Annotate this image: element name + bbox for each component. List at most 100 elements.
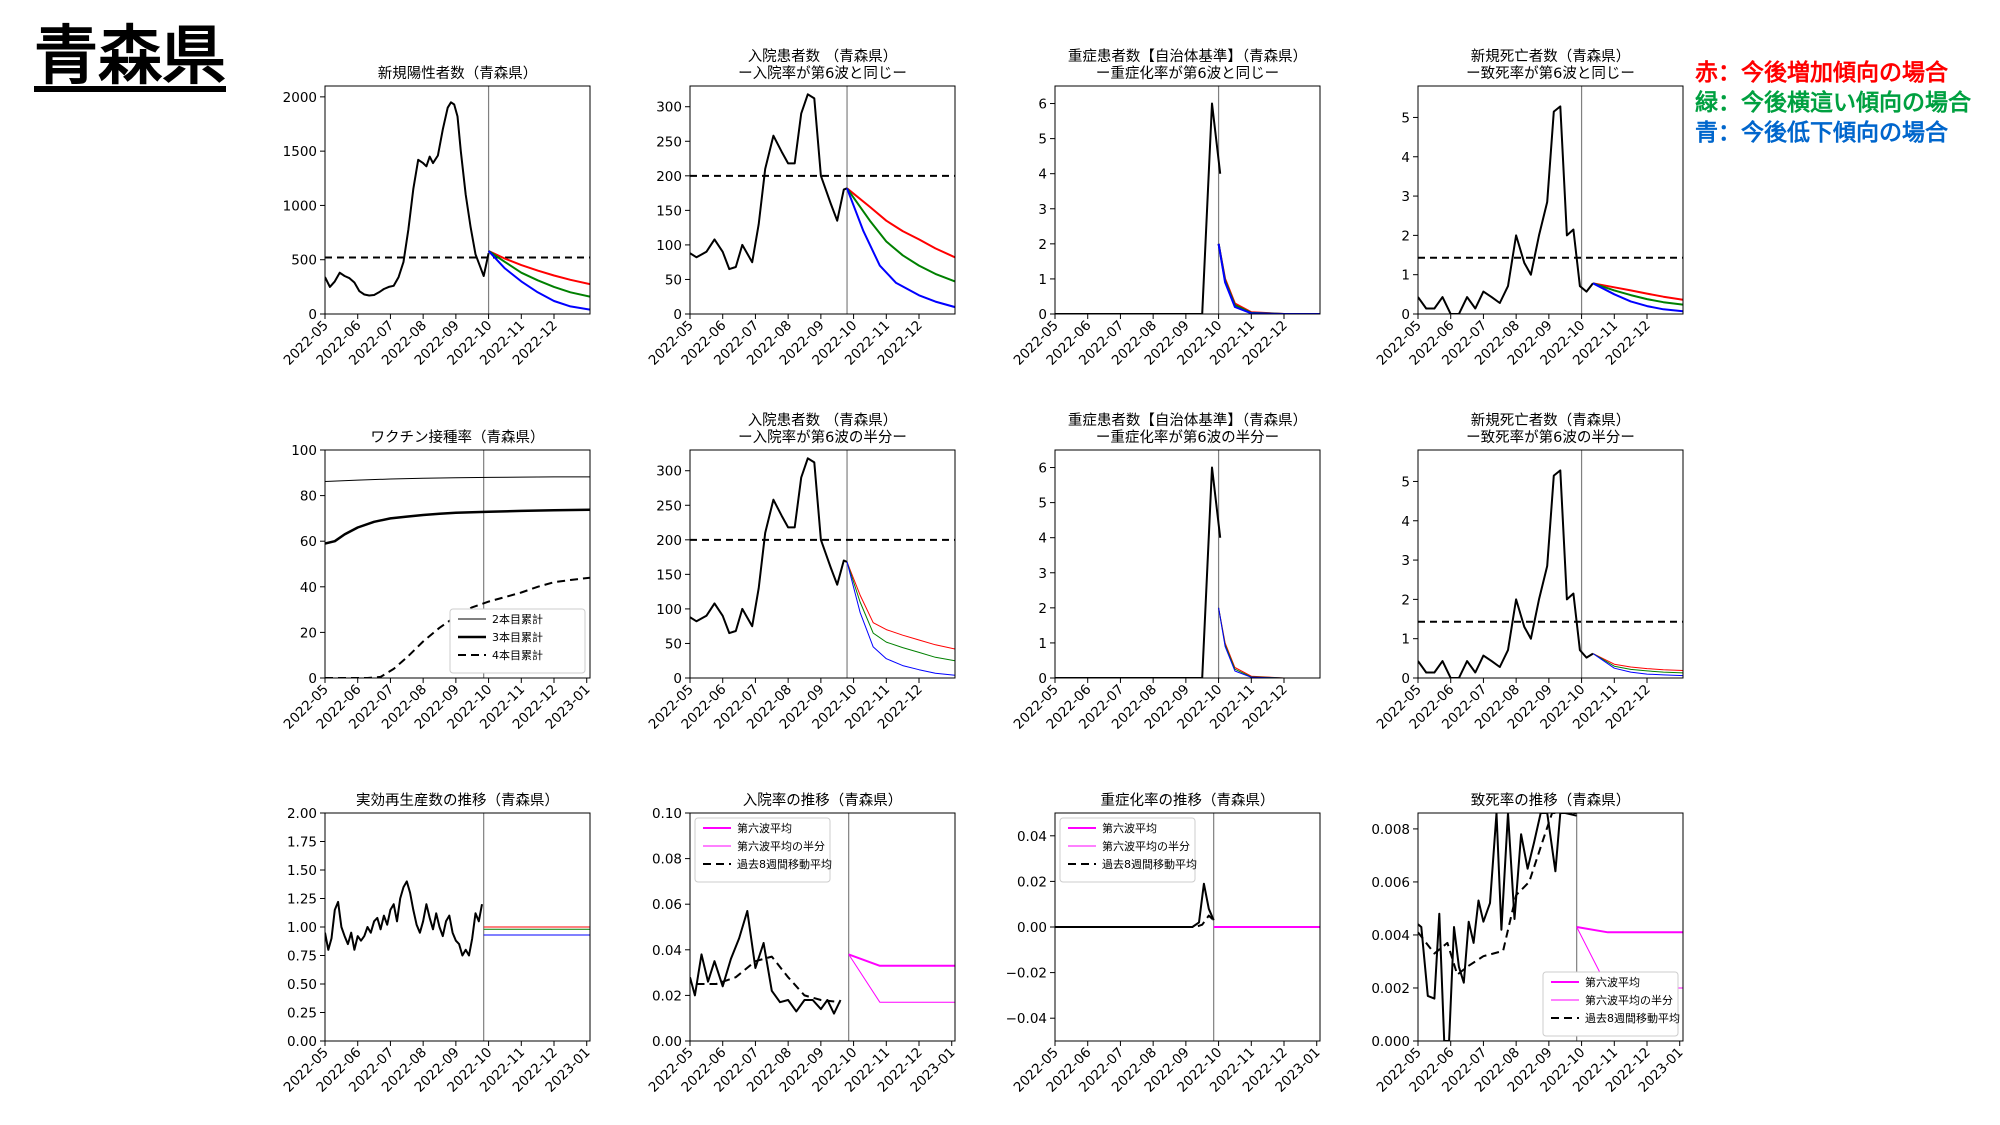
series-line-black [1418, 105, 1594, 314]
legend-label: 第六波平均 [1102, 821, 1157, 835]
legend-label: 第六波平均の半分 [737, 839, 825, 853]
axes-frame [1417, 449, 1684, 679]
y-tick-label: 2 [1038, 237, 1047, 253]
chart-title: 新規死亡者数（青森県） [1471, 412, 1631, 429]
y-tick-label: 0.00 [1017, 920, 1047, 936]
y-tick-label: 5 [1401, 474, 1410, 490]
series-line-blue [487, 250, 590, 311]
chart-c5: ワクチン接種率（青森県）0204060801002022-052022-0620… [281, 429, 594, 733]
chart-c7: 重症患者数【自治体基準】（青森県）ー重症化率が第6波の半分ー0123456202… [1011, 412, 1321, 733]
y-tick-label: 80 [300, 489, 317, 505]
y-tick-label: 5 [1038, 132, 1047, 148]
axes-frame [1417, 812, 1684, 1042]
legend-label: 2本目累計 [492, 612, 543, 626]
y-tick-label: 100 [656, 602, 682, 618]
series-line-green [846, 561, 955, 662]
y-tick-label: 0.006 [1371, 875, 1410, 891]
chart-title: 重症患者数【自治体基準】（青森県） [1068, 48, 1307, 65]
plot-area [325, 86, 590, 314]
chart-title: 実効再生産数の推移（青森県） [356, 792, 559, 809]
y-tick-label: 0.008 [1371, 822, 1410, 838]
series-line-blue [1592, 282, 1683, 313]
series-line-red [846, 561, 955, 650]
series-line-black [1055, 914, 1215, 928]
chart-title: 新規死亡者数（青森県） [1471, 48, 1631, 65]
series-line-green [488, 250, 590, 298]
chart-title: ワクチン接種率（青森県） [371, 429, 545, 446]
chart-title: ー致死率が第6波と同じー [1466, 64, 1635, 82]
y-tick-label: −0.04 [1006, 1011, 1047, 1027]
plot-area [1055, 86, 1320, 314]
y-tick-label: 2000 [283, 90, 317, 106]
series-line-black [696, 955, 841, 1004]
series-line-black [690, 457, 848, 635]
series-line-black [325, 101, 490, 297]
chart-c6: 入院患者数 （青森県）ー入院率が第6波の半分ー 0 50 100 150 200 250 30… [646, 412, 956, 733]
y-tick-label: 1.75 [287, 835, 317, 851]
y-tick-label: −0.02 [1006, 966, 1047, 982]
legend-box [694, 817, 831, 883]
series-line-red [846, 187, 955, 259]
series-line-red [1592, 282, 1683, 301]
y-tick-label: 100 [656, 238, 682, 254]
series-line-green [1592, 282, 1683, 306]
chart-legend: 2本目累計 3本目累計 4本目累計 [449, 608, 586, 674]
y-tick-label: 0 [1401, 671, 1410, 687]
series-line-black [1055, 466, 1222, 678]
chart-title: ー重症化率が第6波の半分ー [1096, 428, 1279, 446]
series-line-black [690, 93, 848, 271]
y-tick-label: 0.50 [287, 977, 317, 993]
y-tick-label: 0 [308, 307, 317, 323]
y-tick-label: 60 [300, 534, 317, 550]
series-line-red [488, 250, 590, 286]
chart-title: 入院率の推移（青森県） [743, 792, 903, 809]
y-tick-label: 4 [1038, 531, 1047, 547]
series-line-blue [1592, 653, 1683, 677]
y-tick-label: 1.25 [287, 892, 317, 908]
chart-title: 重症患者数【自治体基準】（青森県） [1068, 412, 1307, 429]
legend-red-increase: 赤：今後増加傾向の場合 [1695, 60, 1948, 86]
y-tick-label: 6 [1038, 461, 1047, 477]
legend-label: 第六波平均の半分 [1585, 993, 1673, 1007]
chart-title: 重症化率の推移（青森県） [1101, 792, 1275, 809]
y-tick-label: 0 [673, 671, 682, 687]
legend-label: 第六波平均 [1585, 975, 1640, 989]
y-tick-label: 3 [1038, 566, 1047, 582]
y-tick-label: 50 [665, 272, 682, 288]
series-line-black [1418, 813, 1577, 1041]
y-tick-label: 0.10 [652, 806, 682, 822]
series-line-magenta [848, 954, 955, 1003]
y-tick-label: 1 [1401, 268, 1410, 284]
page-title: 青森県 [34, 20, 226, 94]
y-tick-label: 1 [1401, 632, 1410, 648]
y-tick-label: 0.002 [1371, 981, 1410, 997]
plot-area [690, 450, 955, 678]
legend-label: 過去8週間移動平均 [1102, 857, 1197, 871]
series-line-blue [1217, 243, 1320, 314]
chart-c4: 新規死亡者数（青森県）ー致死率が第6波と同じー0123452022-052022… [1374, 48, 1684, 369]
axes-frame [324, 812, 591, 1042]
y-tick-label: 0 [1038, 671, 1047, 687]
y-tick-label: 4 [1401, 514, 1410, 530]
plot-area [1055, 450, 1320, 678]
y-tick-label: 0 [673, 307, 682, 323]
y-tick-label: 1 [1038, 272, 1047, 288]
axes-frame [689, 85, 956, 315]
y-tick-label: 0 [1038, 307, 1047, 323]
y-tick-label: 4 [1401, 150, 1410, 166]
y-tick-label: 5 [1401, 110, 1410, 126]
series-line-black [325, 476, 590, 482]
y-tick-label: 20 [300, 625, 317, 641]
chart-title: ー入院率が第6波と同じー [738, 64, 907, 82]
scenario-legend: 赤：今後増加傾向の場合 緑：今後横這い傾向の場合 青：今後低下傾向の場合 [1695, 58, 1971, 148]
y-tick-label: 2 [1401, 228, 1410, 244]
chart-title: 入院患者数 （青森県） [748, 48, 898, 65]
axes-frame [324, 85, 591, 315]
chart-c1: 新規陽性者数（青森県）05001000150020002022-052022-0… [281, 65, 591, 369]
y-tick-label: 2 [1038, 601, 1047, 617]
legend-label: 第六波平均の半分 [1102, 839, 1190, 853]
legend-blue-decrease: 青：今後低下傾向の場合 [1695, 120, 1948, 146]
